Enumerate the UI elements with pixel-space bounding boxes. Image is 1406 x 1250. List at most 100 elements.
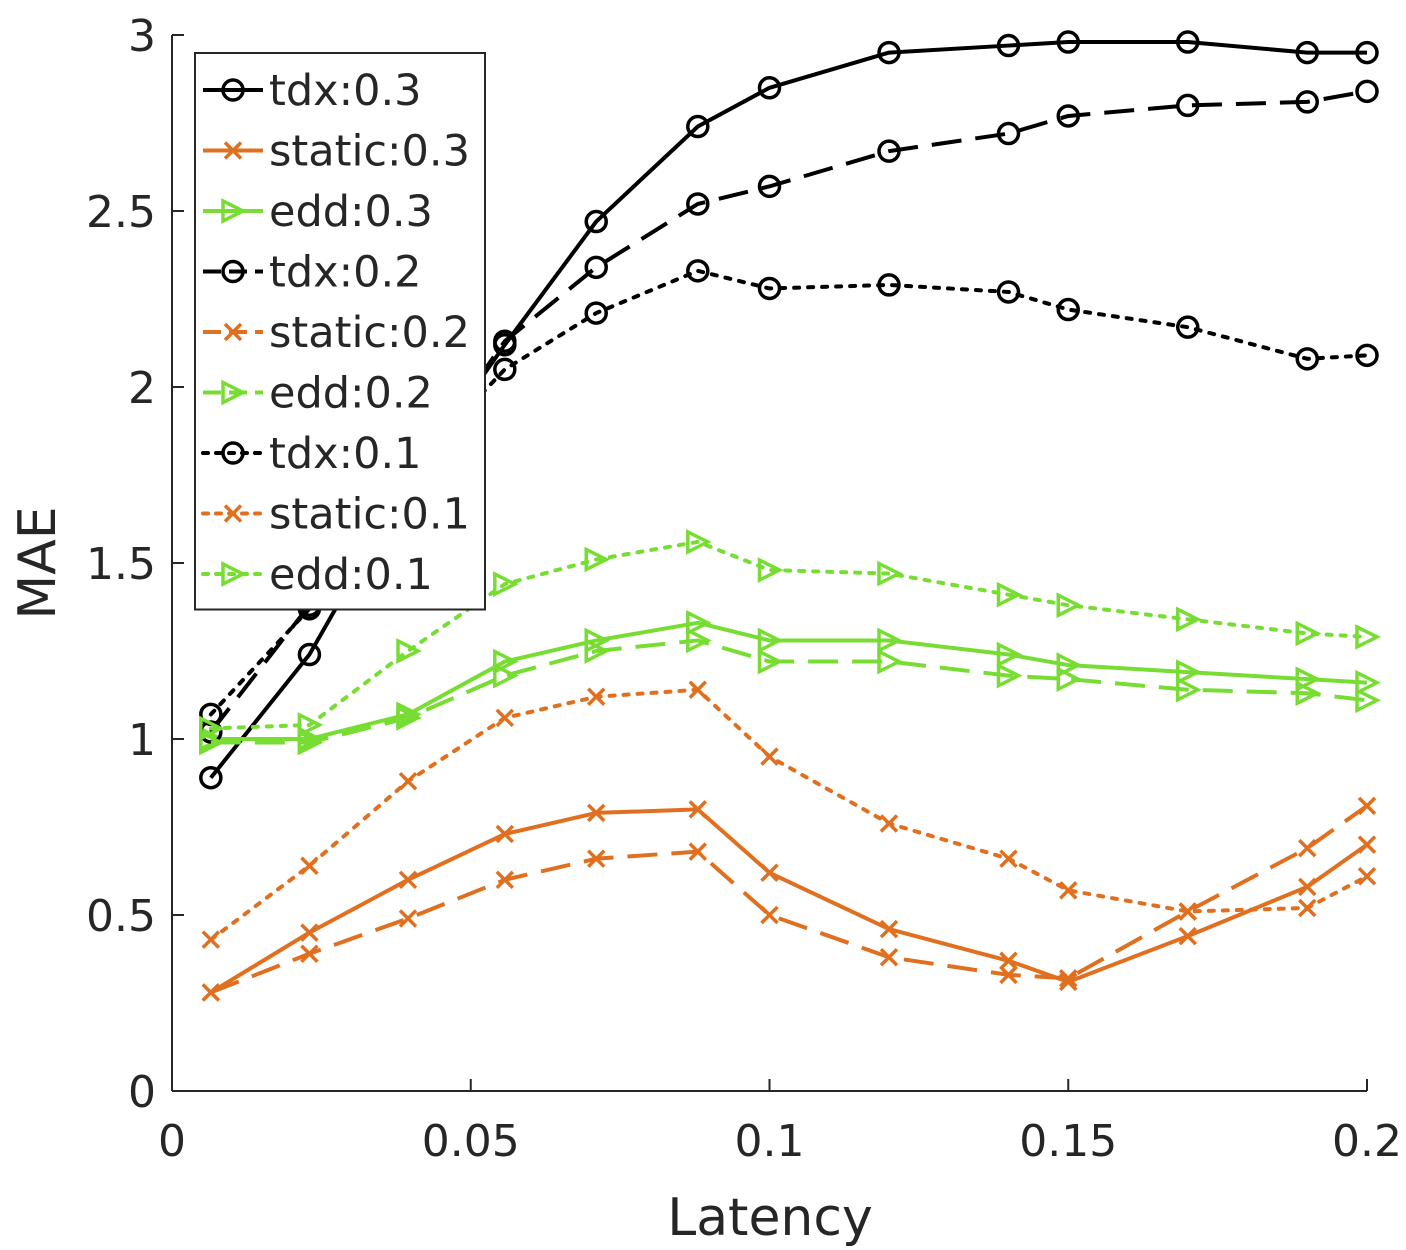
legend-marker bbox=[223, 141, 243, 160]
data-point-edd-0-3 bbox=[1176, 659, 1202, 685]
data-point-static-0-3 bbox=[495, 824, 515, 844]
series-static-0-2 bbox=[201, 796, 1377, 1002]
marker-stroke bbox=[760, 905, 779, 925]
data-point-edd-0-1 bbox=[1295, 620, 1322, 647]
data-point-static-0-1 bbox=[300, 856, 319, 875]
data-point-static-0-2 bbox=[398, 909, 418, 928]
legend-label: edd:0.3 bbox=[269, 187, 433, 237]
marker-stroke bbox=[495, 824, 515, 844]
data-point-static-0-1 bbox=[688, 680, 708, 699]
legend-marker bbox=[221, 78, 245, 102]
marker-stroke bbox=[586, 687, 606, 706]
marker-stroke bbox=[1178, 902, 1197, 921]
data-point-edd-0-2 bbox=[1056, 666, 1083, 692]
data-point-edd-0-2 bbox=[584, 638, 611, 664]
data-point-tdx-0-1 bbox=[1295, 347, 1319, 371]
legend-marker bbox=[221, 198, 247, 224]
marker-stroke bbox=[688, 680, 708, 699]
data-point-tdx-0-2 bbox=[996, 121, 1021, 146]
marker-stroke bbox=[201, 930, 221, 949]
data-point-edd-0-1 bbox=[757, 557, 784, 583]
legend-entry-static-0-3: static:0.3 bbox=[203, 127, 470, 177]
marker-stroke bbox=[300, 856, 319, 875]
data-point-static-0-3 bbox=[1298, 877, 1317, 897]
data-point-static-0-2 bbox=[1357, 796, 1377, 816]
tick-labels: 0 0.05 0.1 0.15 0.2 0 0.5 1 1.5 2 2.5 3 bbox=[86, 11, 1402, 1167]
data-point-tdx-0-2 bbox=[1295, 90, 1319, 114]
series-line-static-0-2 bbox=[210, 804, 1369, 995]
data-point-edd-0-1 bbox=[877, 560, 903, 587]
x-tick-label: 0.2 bbox=[1332, 1116, 1402, 1167]
marker-stroke bbox=[495, 708, 515, 728]
legend-marker bbox=[223, 322, 243, 342]
data-point-static-0-3 bbox=[760, 863, 779, 882]
data-point-static-0-3 bbox=[586, 803, 606, 823]
marker-stroke bbox=[1357, 796, 1377, 816]
data-point-static-0-3 bbox=[999, 951, 1018, 970]
data-point-edd-0-1 bbox=[686, 529, 712, 555]
marker-stroke bbox=[495, 870, 515, 890]
data-point-static-0-1 bbox=[586, 687, 606, 706]
data-point-static-0-1 bbox=[1298, 898, 1317, 918]
data-point-tdx-0-2 bbox=[757, 174, 782, 199]
legend-entry-static-0-1: static:0.1 bbox=[201, 490, 470, 540]
data-point-edd-0-2 bbox=[396, 705, 422, 731]
marker-stroke bbox=[300, 944, 319, 963]
series-line-edd-0-2 bbox=[210, 638, 1368, 745]
data-point-edd-0-2 bbox=[757, 648, 784, 675]
data-point-static-0-2 bbox=[201, 983, 221, 1002]
data-point-tdx-0-3 bbox=[757, 76, 782, 100]
marker-stroke bbox=[398, 772, 418, 791]
data-point-tdx-0-1 bbox=[686, 259, 710, 283]
legend-marker bbox=[221, 259, 245, 284]
data-point-static-0-2 bbox=[300, 944, 319, 963]
y-tick-label: 1 bbox=[128, 715, 156, 766]
series-static-0-1 bbox=[201, 680, 1377, 949]
marker-stroke bbox=[398, 870, 418, 890]
data-point-tdx-0-2 bbox=[1176, 93, 1200, 118]
marker-stroke bbox=[1298, 898, 1317, 918]
data-point-edd-0-2 bbox=[877, 648, 903, 675]
data-point-static-0-1 bbox=[1059, 881, 1078, 900]
data-point-edd-0-2 bbox=[996, 662, 1023, 689]
series-line-edd-0-3 bbox=[210, 620, 1368, 741]
data-point-static-0-1 bbox=[201, 930, 221, 949]
marker-stroke bbox=[586, 849, 606, 868]
marker-stroke bbox=[1298, 877, 1317, 897]
marker-stroke bbox=[300, 923, 319, 942]
data-point-tdx-0-2 bbox=[686, 192, 710, 216]
x-tick-label: 0.1 bbox=[735, 1116, 805, 1167]
data-point-static-0-3 bbox=[1178, 926, 1197, 946]
data-point-tdx-0-2 bbox=[877, 139, 901, 163]
data-point-tdx-0-1 bbox=[877, 273, 901, 297]
marker-stroke bbox=[1059, 969, 1078, 988]
legend-label: tdx:0.1 bbox=[269, 429, 421, 479]
marker-stroke bbox=[999, 849, 1018, 868]
data-point-tdx-0-1 bbox=[996, 280, 1021, 304]
data-point-tdx-0-1 bbox=[493, 357, 517, 382]
data-point-tdx-0-3 bbox=[686, 114, 710, 139]
data-point-static-0-2 bbox=[688, 842, 708, 861]
marker-stroke bbox=[1357, 835, 1377, 854]
series-edd-0-2 bbox=[199, 627, 1381, 756]
marker-stroke bbox=[1059, 881, 1078, 900]
marker-stroke bbox=[879, 814, 899, 833]
series-line-static-0-1 bbox=[208, 687, 1369, 942]
data-point-static-0-1 bbox=[760, 747, 779, 766]
marker-stroke bbox=[398, 909, 418, 928]
marker-stroke bbox=[879, 948, 899, 967]
marker-stroke bbox=[1178, 926, 1197, 946]
data-point-static-0-2 bbox=[879, 948, 899, 967]
legend-entry-tdx-0-2: tdx:0.2 bbox=[203, 248, 421, 298]
data-point-static-0-2 bbox=[495, 870, 515, 890]
legend-label: tdx:0.2 bbox=[269, 248, 421, 298]
data-point-edd-0-2 bbox=[297, 729, 324, 756]
data-point-static-0-2 bbox=[999, 965, 1018, 985]
series-edd-0-1 bbox=[199, 529, 1381, 742]
data-point-tdx-0-1 bbox=[1056, 297, 1080, 322]
data-point-edd-0-1 bbox=[396, 638, 422, 664]
data-point-tdx-0-1 bbox=[584, 301, 608, 325]
data-point-tdx-0-3 bbox=[996, 33, 1021, 58]
legend-label: edd:0.1 bbox=[269, 550, 433, 600]
y-tick-label: 1.5 bbox=[86, 539, 156, 590]
